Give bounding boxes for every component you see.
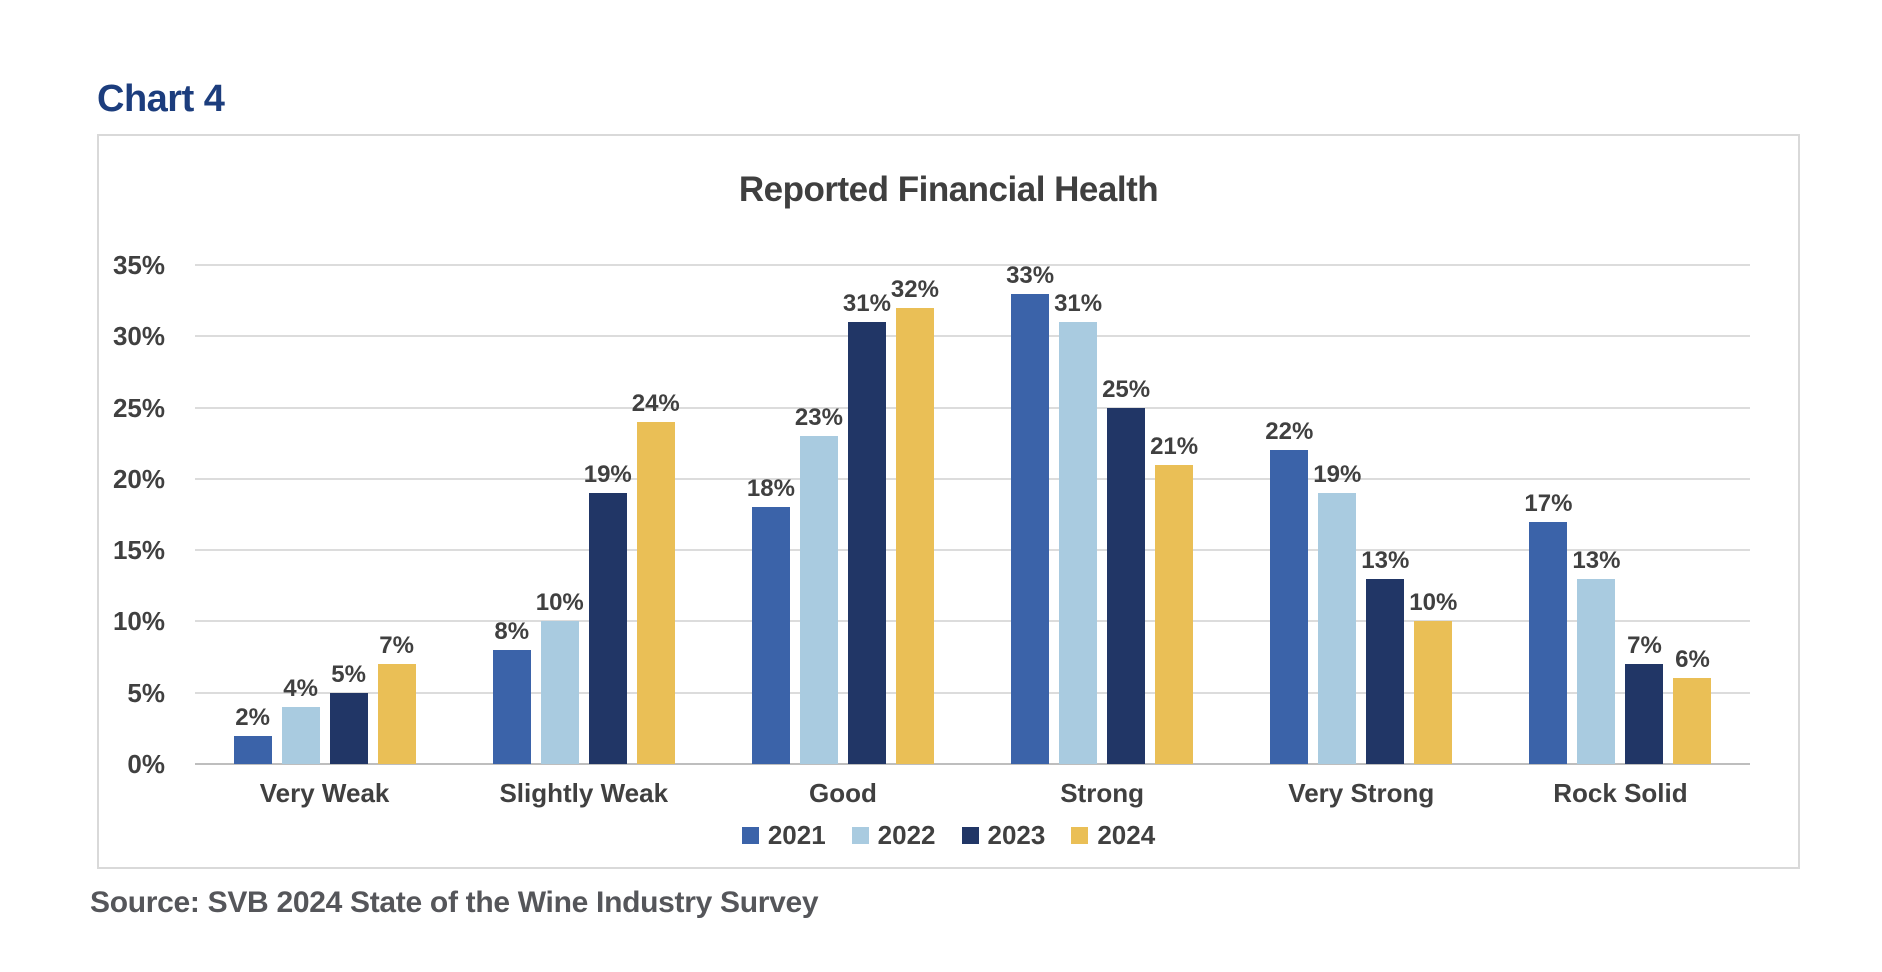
bar-value-label: 19% bbox=[1313, 461, 1362, 489]
bar-value-label: 18% bbox=[746, 475, 795, 503]
bar-2021-rock-solid: 17% bbox=[1524, 490, 1572, 764]
legend-item-2023: 2023 bbox=[961, 820, 1046, 851]
gridline-25 bbox=[195, 406, 1750, 409]
bar-2022-very-strong: 19% bbox=[1313, 461, 1361, 764]
gridline-5 bbox=[195, 691, 1750, 694]
gridline-30 bbox=[195, 335, 1750, 338]
bar-value-label: 2% bbox=[235, 703, 270, 731]
bar-2021-strong: 33% bbox=[1006, 262, 1054, 764]
legend-item-2021: 2021 bbox=[741, 820, 826, 851]
legend-label-2022: 2022 bbox=[877, 820, 936, 850]
x-axis-label-rock-solid: Rock Solid bbox=[1553, 778, 1688, 808]
bar-2022-very-weak: 4% bbox=[281, 675, 320, 764]
legend-label-2021: 2021 bbox=[767, 820, 826, 850]
bar-2021-good: 18% bbox=[747, 475, 795, 764]
bar-2022-strong: 31% bbox=[1054, 290, 1102, 764]
gridline-35 bbox=[195, 264, 1750, 266]
bar-2024-strong: 21% bbox=[1150, 433, 1198, 764]
bar-value-label: 31% bbox=[1054, 290, 1103, 318]
x-axis-label-very-weak: Very Weak bbox=[259, 778, 390, 808]
bar-2024-rock-solid: 6% bbox=[1673, 646, 1712, 764]
chart-panel: Reported Financial Health 2% 4% 5% 7% 8% 10% 1… bbox=[97, 134, 1800, 869]
bar-2023-very-weak: 5% bbox=[329, 661, 368, 764]
y-axis-tick-label-10: 10% bbox=[112, 606, 165, 637]
bar-value-label: 4% bbox=[283, 674, 318, 702]
bar-2023-slightly-weak: 19% bbox=[584, 461, 632, 764]
legend-swatch-2024 bbox=[1071, 827, 1089, 844]
y-axis-tick-label-30: 30% bbox=[112, 321, 165, 352]
bar-value-label: 17% bbox=[1524, 489, 1573, 517]
bar-group-slightly-weak: 8% 10% 19% 24% bbox=[454, 216, 713, 764]
bar-value-label: 24% bbox=[631, 389, 680, 417]
plot-area: 2% 4% 5% 7% 8% 10% 19% 24% 18% 23% 31% 32% 33% 31% 25%… bbox=[113, 216, 1750, 777]
bar-2024-slightly-weak: 24% bbox=[632, 390, 680, 764]
legend-item-2024: 2024 bbox=[1071, 820, 1155, 851]
y-axis-tick-label-15: 15% bbox=[112, 535, 165, 566]
legend-swatch-2023 bbox=[961, 827, 979, 844]
bar-value-label: 5% bbox=[331, 660, 366, 688]
legend-label-2024: 2024 bbox=[1097, 820, 1156, 850]
bar-2021-slightly-weak: 8% bbox=[492, 618, 531, 764]
legend-swatch-2022 bbox=[851, 827, 869, 844]
bar-groups-container: 2% 4% 5% 7% 8% 10% 19% 24% 18% 23% 31% 32% 33% 31% 25%… bbox=[195, 216, 1750, 764]
bar-value-label: 25% bbox=[1102, 375, 1151, 403]
bar-value-label: 19% bbox=[583, 461, 632, 489]
bar-2023-strong: 25% bbox=[1102, 376, 1150, 764]
chart-title: Reported Financial Health bbox=[738, 170, 1159, 209]
y-axis-tick-label-0: 0% bbox=[127, 749, 165, 779]
x-axis-label-good: Good bbox=[808, 778, 877, 808]
bar-value-label: 6% bbox=[1675, 646, 1710, 674]
bar-value-label: 23% bbox=[794, 404, 843, 432]
y-axis-tick-label-35: 35% bbox=[112, 250, 165, 280]
bar-2021-very-weak: 2% bbox=[233, 704, 272, 764]
bar-value-label: 31% bbox=[842, 290, 891, 318]
x-axis-label-strong: Strong bbox=[1060, 778, 1144, 808]
legend-label-2023: 2023 bbox=[987, 820, 1046, 850]
chart-number-label: Chart 4 bbox=[97, 78, 225, 120]
bar-2022-rock-solid: 13% bbox=[1572, 547, 1620, 764]
bar-2024-very-weak: 7% bbox=[377, 632, 416, 764]
legend-item-2022: 2022 bbox=[851, 820, 936, 851]
bar-value-label: 7% bbox=[379, 632, 414, 660]
bar-group-very-strong: 22% 19% 13% 10% bbox=[1232, 216, 1491, 764]
y-axis-tick-label-20: 20% bbox=[112, 463, 165, 494]
bar-2023-very-strong: 13% bbox=[1361, 547, 1409, 764]
chart-legend: 2021 2022 2023 2024 bbox=[99, 820, 1798, 851]
source-note: Source: SVB 2024 State of the Wine Indus… bbox=[90, 886, 819, 919]
gridline-15 bbox=[195, 549, 1750, 552]
bar-value-label: 13% bbox=[1572, 546, 1621, 574]
bar-group-rock-solid: 17% 13% 7% 6% bbox=[1491, 216, 1750, 764]
bar-2024-very-strong: 10% bbox=[1409, 589, 1457, 764]
x-axis-baseline bbox=[195, 763, 1750, 765]
bar-value-label: 8% bbox=[494, 617, 530, 645]
bar-2023-good: 31% bbox=[843, 290, 891, 764]
x-axis-labels-row: Very Weak Slightly Weak Good Strong Very Str… bbox=[195, 778, 1750, 809]
y-axis-tick-label-5: 5% bbox=[127, 677, 165, 708]
legend-swatch-2021 bbox=[741, 827, 759, 844]
gridline-20 bbox=[195, 477, 1750, 480]
x-axis-label-slightly-weak: Slightly Weak bbox=[499, 778, 669, 808]
bar-value-label: 21% bbox=[1150, 432, 1199, 460]
bar-group-strong: 33% 31% 25% 21% bbox=[973, 216, 1232, 764]
bar-2021-very-strong: 22% bbox=[1265, 418, 1313, 764]
bar-value-label: 22% bbox=[1265, 418, 1314, 446]
bar-2022-good: 23% bbox=[795, 404, 843, 764]
bar-2023-rock-solid: 7% bbox=[1625, 632, 1664, 764]
gridline-10 bbox=[195, 620, 1750, 623]
bar-2022-slightly-weak: 10% bbox=[536, 589, 584, 764]
bar-value-label: 7% bbox=[1627, 632, 1662, 660]
bar-value-label: 32% bbox=[890, 275, 939, 303]
y-axis-tick-label-25: 25% bbox=[112, 392, 165, 423]
bar-group-good: 18% 23% 31% 32% bbox=[713, 216, 972, 764]
bar-group-very-weak: 2% 4% 5% 7% bbox=[195, 216, 454, 764]
bar-2024-good: 32% bbox=[891, 276, 939, 764]
x-axis-label-very-strong: Very Strong bbox=[1288, 778, 1435, 808]
bar-value-label: 10% bbox=[1409, 589, 1458, 617]
bar-value-label: 33% bbox=[1006, 261, 1055, 289]
bar-value-label: 13% bbox=[1361, 546, 1410, 574]
bar-value-label: 10% bbox=[535, 589, 584, 617]
